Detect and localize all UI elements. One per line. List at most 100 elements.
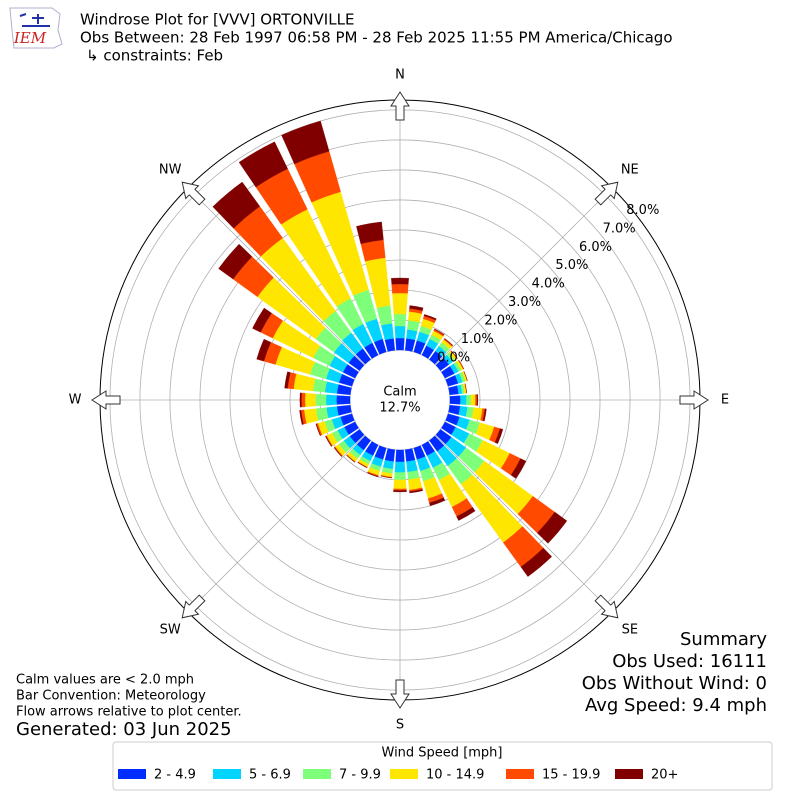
- bar-segment: [238, 141, 288, 188]
- bar-segment: [394, 325, 406, 339]
- flow-arrow: [181, 594, 206, 619]
- bar-segment: [301, 392, 306, 408]
- bar-segment: [299, 392, 302, 408]
- bar-segment: [536, 511, 568, 544]
- bar-segment: [299, 410, 304, 425]
- compass-label: E: [721, 393, 729, 408]
- compass-label: S: [396, 718, 404, 733]
- legend-swatch: [615, 769, 643, 779]
- bar-segment: [333, 447, 343, 457]
- bar-segment: [346, 454, 356, 463]
- bar-segment: [357, 462, 368, 469]
- bar-segment: [380, 475, 393, 479]
- legend-label: 7 - 9.9: [339, 768, 381, 783]
- flow-arrow: [594, 594, 619, 619]
- bar-segment: [395, 449, 405, 463]
- bar-segment: [394, 472, 406, 481]
- r-tick-label: 8.0%: [626, 203, 659, 218]
- r-tick-label: 4.0%: [532, 277, 565, 292]
- bar-segment: [391, 277, 409, 285]
- bar-segment: [367, 472, 379, 478]
- r-tick-label: 7.0%: [603, 221, 636, 236]
- bar-segment: [256, 338, 271, 362]
- flow-arrow: [390, 91, 410, 121]
- r-tick-label: 6.0%: [579, 240, 612, 255]
- bar-segment: [393, 490, 407, 493]
- flow-arrow: [91, 390, 121, 410]
- bar-segment: [281, 120, 330, 165]
- grid-spoke: [187, 435, 365, 613]
- r-tick-label: 2.0%: [484, 314, 517, 329]
- bar-segment: [218, 243, 253, 280]
- r-tick-label: 5.0%: [555, 258, 588, 273]
- note: Flow arrows relative to plot center.: [16, 705, 242, 720]
- compass-label: SE: [622, 622, 638, 637]
- compass-label: SW: [160, 622, 181, 637]
- flow-arrow: [181, 181, 206, 206]
- bar-segment: [392, 292, 408, 315]
- summary: Summary: [680, 629, 767, 650]
- legend-swatch: [213, 769, 241, 779]
- calm-value: 12.7%: [379, 401, 420, 416]
- legend: 2 - 4.9 5 - 6.9 7 - 9.9 10 - 14.9 15 - 19.9 2…: [118, 768, 678, 783]
- summary: Avg Speed: 9.4 mph: [585, 695, 767, 716]
- bar-segment: [212, 181, 261, 229]
- bar-segment: [482, 408, 487, 422]
- legend-swatch: [506, 769, 534, 779]
- bar-segment: [393, 479, 407, 490]
- bar-segment: [252, 307, 272, 333]
- bar-segment: [356, 221, 384, 244]
- grid-spoke: [435, 435, 613, 613]
- generated: Generated: 03 Jun 2025: [16, 719, 232, 740]
- bar-segment: [444, 338, 454, 346]
- legend-swatch: [390, 769, 418, 779]
- r-tick-label: 0.0%: [437, 351, 470, 366]
- bar-segment: [409, 305, 424, 311]
- bar-segment: [304, 393, 316, 407]
- bar-segment: [434, 328, 445, 336]
- flow-arrow: [679, 390, 709, 410]
- bar-segment: [336, 395, 351, 405]
- legend-title: Wind Speed [mph]: [382, 746, 503, 761]
- note: Calm values are < 2.0 mph: [16, 673, 194, 688]
- bar-segment: [429, 497, 446, 507]
- bar-segment: [325, 435, 332, 447]
- bar-segment: [476, 394, 479, 406]
- bar-segment: [423, 314, 437, 321]
- compass-label: W: [69, 393, 82, 408]
- bar-segment: [394, 461, 406, 473]
- legend-label: 15 - 19.9: [542, 768, 600, 783]
- bar-segment: [456, 507, 476, 521]
- bar-segment: [520, 547, 552, 577]
- bar-segment: [494, 428, 504, 444]
- note: Bar Convention: Meteorology: [16, 689, 206, 704]
- bar-segment: [449, 395, 461, 405]
- legend-swatch: [303, 769, 331, 779]
- title: ↳ constraints: Feb: [86, 47, 223, 65]
- bar-segment: [466, 394, 472, 406]
- r-tick-label: 1.0%: [461, 332, 494, 347]
- legend-label: 20+: [651, 768, 678, 783]
- bar-segment: [458, 360, 465, 370]
- logo-text: IEM: [13, 29, 47, 47]
- bar-segment: [284, 371, 291, 389]
- bar-segment: [315, 407, 329, 421]
- calm-circle: [352, 352, 448, 448]
- bar-segment: [463, 371, 468, 381]
- compass-label: NW: [159, 163, 182, 178]
- grid-spoke: [187, 187, 365, 365]
- flow-arrow: [594, 181, 619, 206]
- title: Obs Between: 28 Feb 1997 06:58 PM - 28 F…: [80, 29, 673, 47]
- summary: Obs Without Wind: 0: [582, 673, 767, 694]
- bar-segment: [315, 393, 327, 407]
- legend-label: 2 - 4.9: [154, 768, 196, 783]
- legend-label: 5 - 6.9: [249, 768, 291, 783]
- bar-segment: [393, 313, 407, 327]
- bar-segment: [510, 458, 527, 479]
- bar-segment: [475, 394, 478, 406]
- title: Windrose Plot for [VVV] ORTONVILLE: [80, 11, 354, 29]
- bar-segment: [460, 395, 467, 405]
- bar-segment: [391, 283, 409, 294]
